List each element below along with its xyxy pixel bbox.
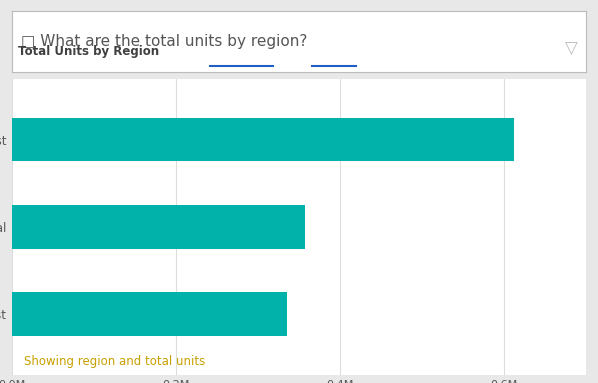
Text: Showing region and total units: Showing region and total units	[24, 355, 205, 368]
Text: Total Units by Region: Total Units by Region	[18, 45, 159, 58]
Text: □ What are the total units by region?: □ What are the total units by region?	[20, 34, 307, 49]
Bar	[12, 205, 305, 249]
Bar	[12, 292, 286, 336]
Text: ▽: ▽	[565, 40, 578, 58]
Bar	[12, 118, 514, 162]
